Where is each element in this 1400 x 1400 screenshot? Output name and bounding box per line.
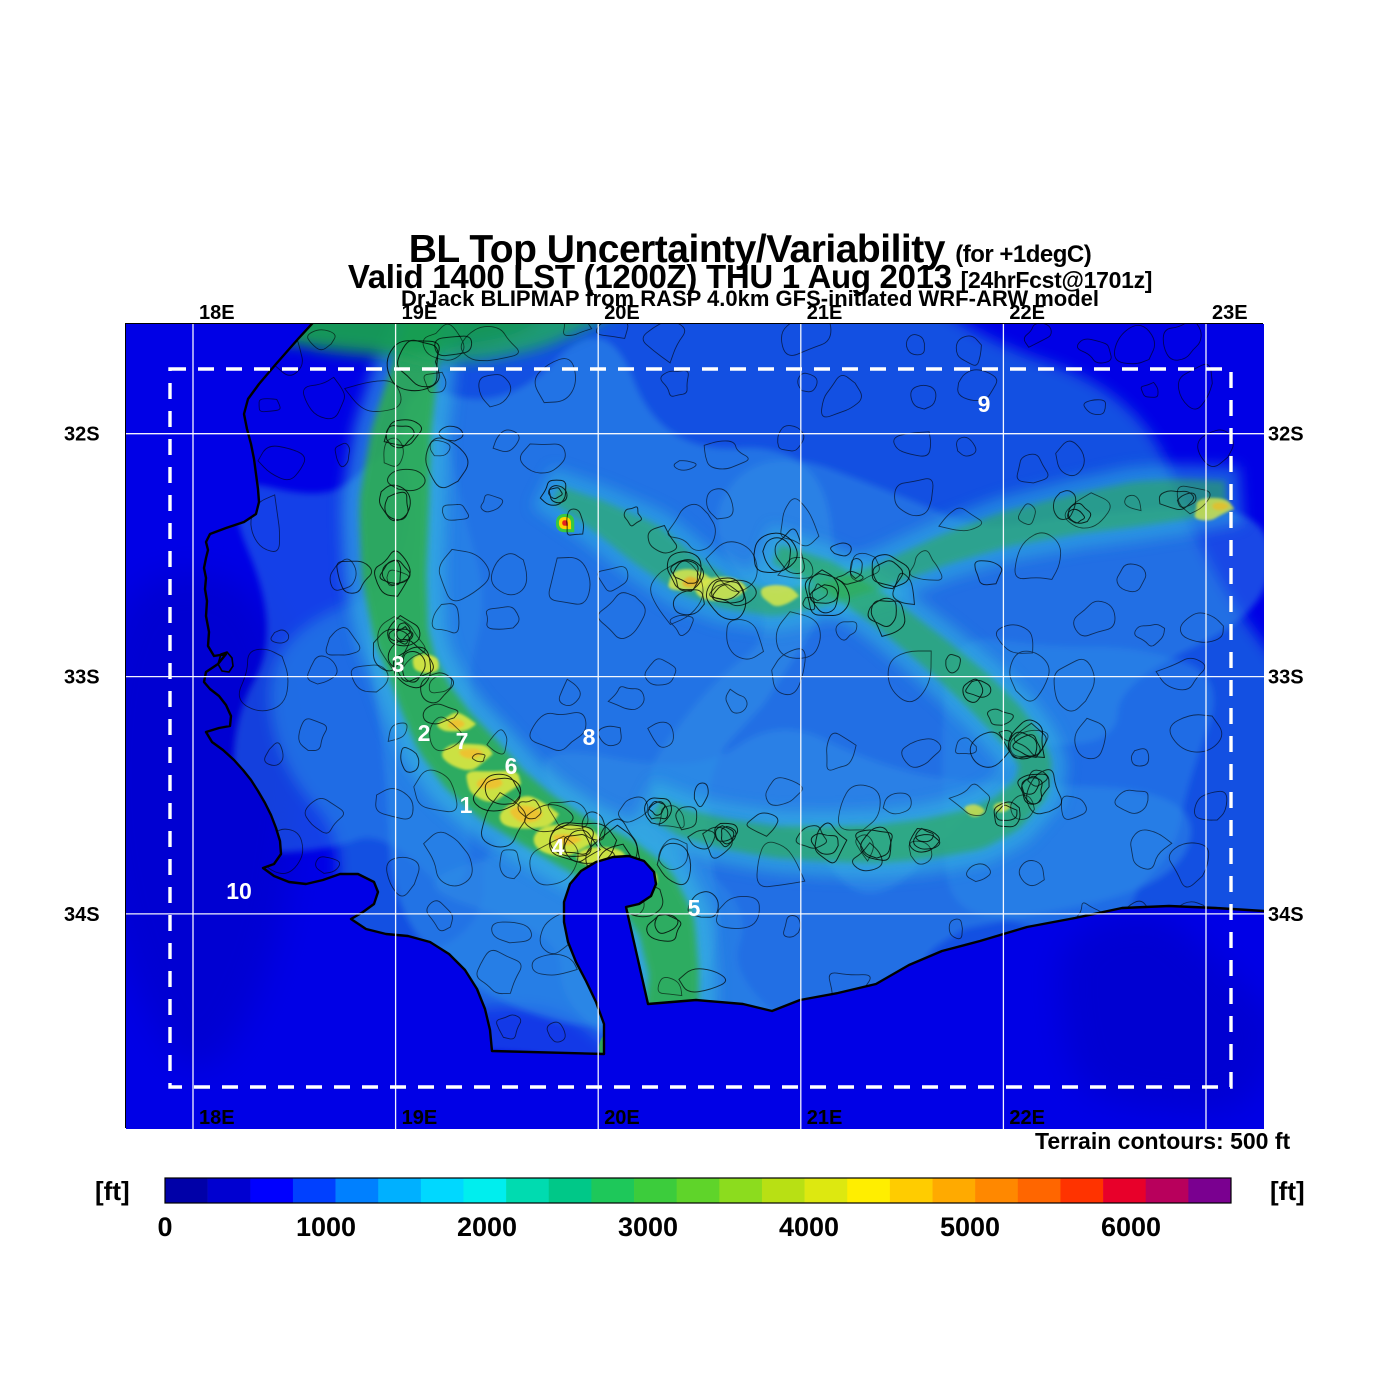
svg-text:18E: 18E: [199, 1107, 235, 1129]
svg-text:33S: 33S: [1268, 667, 1304, 689]
svg-text:21E: 21E: [807, 302, 843, 324]
svg-text:6: 6: [505, 753, 518, 779]
svg-text:1000: 1000: [296, 1212, 356, 1242]
svg-text:23E: 23E: [1212, 302, 1248, 324]
svg-text:22E: 22E: [1009, 1107, 1045, 1129]
svg-text:2: 2: [418, 720, 431, 746]
svg-text:3000: 3000: [618, 1212, 678, 1242]
svg-text:2000: 2000: [457, 1212, 517, 1242]
svg-text:9: 9: [978, 391, 991, 417]
svg-text:4000: 4000: [779, 1212, 839, 1242]
svg-text:32S: 32S: [1268, 424, 1304, 446]
svg-text:32S: 32S: [64, 424, 100, 446]
svg-text:[ft]: [ft]: [1270, 1176, 1305, 1206]
svg-text:6000: 6000: [1101, 1212, 1161, 1242]
svg-text:34S: 34S: [1268, 904, 1304, 926]
svg-text:22E: 22E: [1009, 302, 1045, 324]
svg-text:0: 0: [157, 1212, 172, 1242]
svg-text:[ft]: [ft]: [95, 1176, 130, 1206]
svg-text:8: 8: [583, 724, 596, 750]
svg-text:20E: 20E: [604, 1107, 640, 1129]
svg-text:5: 5: [688, 895, 701, 921]
svg-text:1: 1: [460, 792, 473, 818]
svg-text:3: 3: [392, 651, 405, 677]
svg-text:10: 10: [226, 878, 252, 904]
svg-text:21E: 21E: [807, 1107, 843, 1129]
svg-text:18E: 18E: [199, 302, 235, 324]
svg-text:19E: 19E: [402, 1107, 438, 1129]
svg-text:7: 7: [456, 728, 469, 754]
svg-text:4: 4: [552, 834, 565, 860]
svg-text:33S: 33S: [64, 667, 100, 689]
svg-text:5000: 5000: [940, 1212, 1000, 1242]
svg-text:34S: 34S: [64, 904, 100, 926]
svg-text:19E: 19E: [402, 302, 438, 324]
svg-text:20E: 20E: [604, 302, 640, 324]
